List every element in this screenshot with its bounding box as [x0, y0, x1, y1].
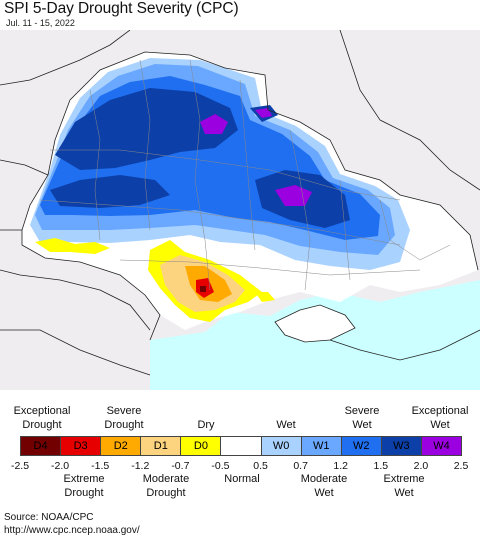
- legend-label-extreme-drought: Extreme Drought: [63, 473, 105, 499]
- legend-label-severe-drought: Severe Drought: [104, 405, 144, 431]
- legend-tick: -0.5: [211, 460, 230, 472]
- legend-swatch-d2: D2: [100, 436, 142, 456]
- legend-label-dry: Dry: [197, 419, 215, 431]
- legend-tick: 2.0: [413, 460, 429, 472]
- source-text: Source: NOAA/CPC: [4, 512, 94, 523]
- legend-swatch-d3: D3: [60, 436, 102, 456]
- w3-area-west: [50, 175, 170, 208]
- legend-label-moderate-drought: Moderate Drought: [142, 473, 190, 499]
- crimea: [275, 305, 355, 342]
- legend-colorbar: D4 D3 D2 D1 D0 W0 W1 W2 W3 W4: [20, 436, 463, 456]
- legend-swatch-normal: [220, 436, 262, 456]
- source-url[interactable]: http://www.cpc.ncep.noaa.gov/: [4, 525, 140, 536]
- province-borders: [39, 59, 451, 291]
- legend-label-exceptional-wet: Exceptional Wet: [411, 405, 469, 431]
- legend-swatch-w2: W2: [340, 436, 382, 456]
- legend-swatch-d1: D1: [140, 436, 182, 456]
- country-borders: [0, 30, 480, 376]
- legend-tick: 1.5: [373, 460, 389, 472]
- d4-area: [200, 286, 206, 292]
- legend-swatch-d0: D0: [180, 436, 222, 456]
- legend-label-exceptional-drought: Exceptional Drought: [13, 405, 71, 431]
- legend-label-extreme-wet: Extreme Wet: [383, 473, 425, 499]
- page-title: SPI 5-Day Drought Severity (CPC): [4, 0, 239, 17]
- w4-area-north: [200, 114, 228, 134]
- legend-label-moderate-wet: Moderate Wet: [300, 473, 348, 499]
- legend-tick: 1.2: [333, 460, 349, 472]
- legend-tick: 2.5: [453, 460, 469, 472]
- legend-tick: 0.7: [293, 460, 308, 472]
- legend-tick: -1.2: [131, 460, 150, 472]
- legend-tick: -2.5: [10, 460, 30, 472]
- legend-swatch-w1: W1: [300, 436, 342, 456]
- legend-swatch-w3: W3: [380, 436, 422, 456]
- legend-tick: -0.7: [171, 460, 190, 472]
- d0-area-west: [35, 238, 110, 254]
- d0-area-coast: [255, 292, 275, 302]
- legend-label-normal: Normal: [224, 473, 260, 485]
- legend-tick: -1.5: [91, 460, 110, 472]
- legend-swatch-w0: W0: [260, 436, 302, 456]
- legend-swatch-d4: D4: [20, 436, 62, 456]
- w4-area-northeast: [255, 108, 272, 118]
- legend-swatch-w4: W4: [420, 436, 463, 456]
- legend-label-wet: Wet: [276, 419, 296, 431]
- date-range: Jul. 11 - 15, 2022: [6, 18, 75, 28]
- legend-tick: 0.5: [253, 460, 268, 472]
- w3-area-north: [55, 88, 238, 170]
- drought-map: [0, 30, 480, 390]
- legend-tick: -2.0: [51, 460, 70, 472]
- w4-area-east: [275, 185, 312, 206]
- legend-label-severe-wet: Severe Wet: [344, 405, 380, 431]
